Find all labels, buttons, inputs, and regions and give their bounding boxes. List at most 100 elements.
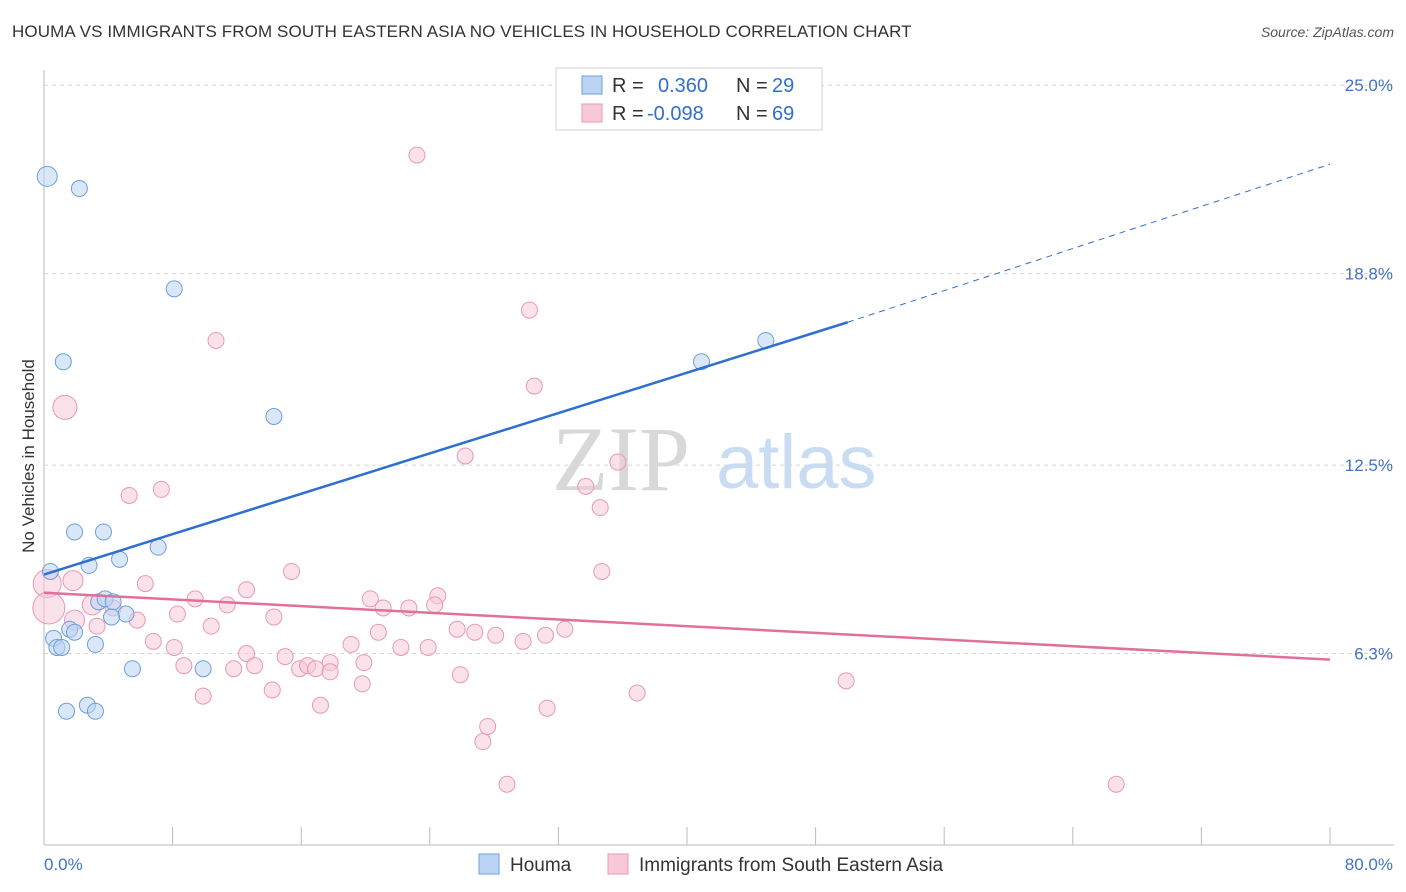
- sea-point: [144, 632, 162, 650]
- y-tick-label: 18.8%: [1345, 265, 1393, 284]
- sea-point: [400, 599, 418, 617]
- sea-point: [487, 626, 505, 644]
- sea-point: [609, 453, 627, 471]
- sea-point: [374, 599, 392, 617]
- x-tick-label-max: 80.0%: [1345, 855, 1393, 874]
- legend-bottom-label-houma: Houma: [510, 855, 572, 876]
- y-tick-label: 6.3%: [1354, 645, 1393, 664]
- sea-point: [246, 657, 264, 675]
- sea-point: [321, 663, 339, 681]
- sea-point: [218, 596, 236, 614]
- sea-point: [408, 146, 426, 164]
- sea-point: [307, 660, 325, 678]
- houma-point: [265, 407, 283, 425]
- legend-bottom-swatch-houma: [478, 853, 500, 875]
- legend-r-label-sea: R =: [612, 103, 644, 125]
- sea-point: [355, 654, 373, 672]
- houma-point: [165, 280, 183, 298]
- chart-source: Source: ZipAtlas.com: [1260, 24, 1394, 40]
- houma-point: [36, 165, 58, 187]
- sea-point: [225, 660, 243, 678]
- sea-point: [361, 590, 379, 608]
- legend-n-value-sea: 69: [772, 103, 794, 125]
- sea-point: [276, 648, 294, 666]
- sea-point: [628, 684, 646, 702]
- houma-point: [58, 702, 76, 720]
- sea-point: [32, 591, 66, 625]
- houma-point: [70, 180, 88, 198]
- sea-point: [175, 657, 193, 675]
- sea-point: [479, 717, 497, 735]
- sea-point: [168, 605, 186, 623]
- sea-point: [556, 620, 574, 638]
- data-points: [32, 146, 1125, 793]
- sea-point: [152, 480, 170, 498]
- houma-point: [53, 638, 71, 656]
- sea-point: [194, 687, 212, 705]
- chart-title: HOUMA VS IMMIGRANTS FROM SOUTH EASTERN A…: [12, 22, 912, 41]
- houma-point: [66, 623, 84, 641]
- sea-point: [62, 570, 84, 592]
- legend-r-value-houma: 0.360: [658, 75, 708, 97]
- sea-point: [120, 486, 138, 504]
- sea-point: [1107, 775, 1125, 793]
- sea-point: [525, 377, 543, 395]
- houma-point: [117, 605, 135, 623]
- sea-point: [466, 623, 484, 641]
- houma-point: [54, 353, 72, 371]
- legend-r-value-sea: -0.098: [647, 103, 704, 125]
- sea-point: [369, 623, 387, 641]
- legend-bottom-label-sea: Immigrants from South Eastern Asia: [639, 855, 944, 876]
- sea-point: [342, 635, 360, 653]
- sea-point: [165, 638, 183, 656]
- sea-point: [207, 331, 225, 349]
- houma-trend-extension: [847, 163, 1331, 323]
- houma-point: [194, 660, 212, 678]
- houma-point: [86, 635, 104, 653]
- sea-point: [238, 645, 256, 663]
- watermark-atlas: atlas: [716, 420, 877, 505]
- sea-point: [186, 590, 204, 608]
- x-tick-label-min: 0.0%: [44, 855, 83, 874]
- legend-bottom: Houma Immigrants from South Eastern Asia: [478, 853, 944, 876]
- sea-point: [283, 562, 301, 580]
- legend-swatch-houma: [581, 75, 603, 95]
- sea-point: [263, 681, 281, 699]
- axes: [43, 70, 1394, 846]
- sea-point: [392, 638, 410, 656]
- trend-lines: [43, 163, 1331, 661]
- legend-top: R = 0.360 N = 29 R = -0.098 N = 69: [555, 67, 823, 131]
- legend-n-label-houma: N =: [736, 75, 768, 97]
- sea-point: [448, 620, 466, 638]
- legend-bottom-swatch-sea: [607, 853, 629, 875]
- sea-point: [265, 608, 283, 626]
- houma-point: [66, 523, 84, 541]
- sea-point: [591, 499, 609, 517]
- sea-point: [88, 617, 106, 635]
- y-tick-labels: 6.3% 12.5% 18.8% 25.0%: [1345, 76, 1393, 663]
- sea-point: [514, 632, 532, 650]
- sea-point: [456, 447, 474, 465]
- legend-n-label-sea: N =: [736, 103, 768, 125]
- sea-point: [577, 477, 595, 495]
- houma-point: [94, 523, 112, 541]
- sea-point: [520, 301, 538, 319]
- sea-point: [353, 675, 371, 693]
- sea-point: [474, 733, 492, 751]
- y-tick-label: 25.0%: [1345, 76, 1393, 95]
- sea-point: [538, 699, 556, 717]
- sea-point: [311, 696, 329, 714]
- sea-point: [451, 666, 469, 684]
- y-axis-title: No Vehicles in Household: [19, 359, 38, 553]
- y-tick-label: 12.5%: [1345, 456, 1393, 475]
- sea-point: [238, 581, 256, 599]
- sea-point: [498, 775, 516, 793]
- sea-trend-line: [43, 591, 1331, 661]
- houma-point: [103, 608, 121, 626]
- houma-point: [123, 660, 141, 678]
- watermark: ZIP atlas: [552, 408, 877, 510]
- legend-swatch-sea: [581, 103, 603, 123]
- houma-trend-line: [43, 321, 849, 576]
- sea-point: [593, 562, 611, 580]
